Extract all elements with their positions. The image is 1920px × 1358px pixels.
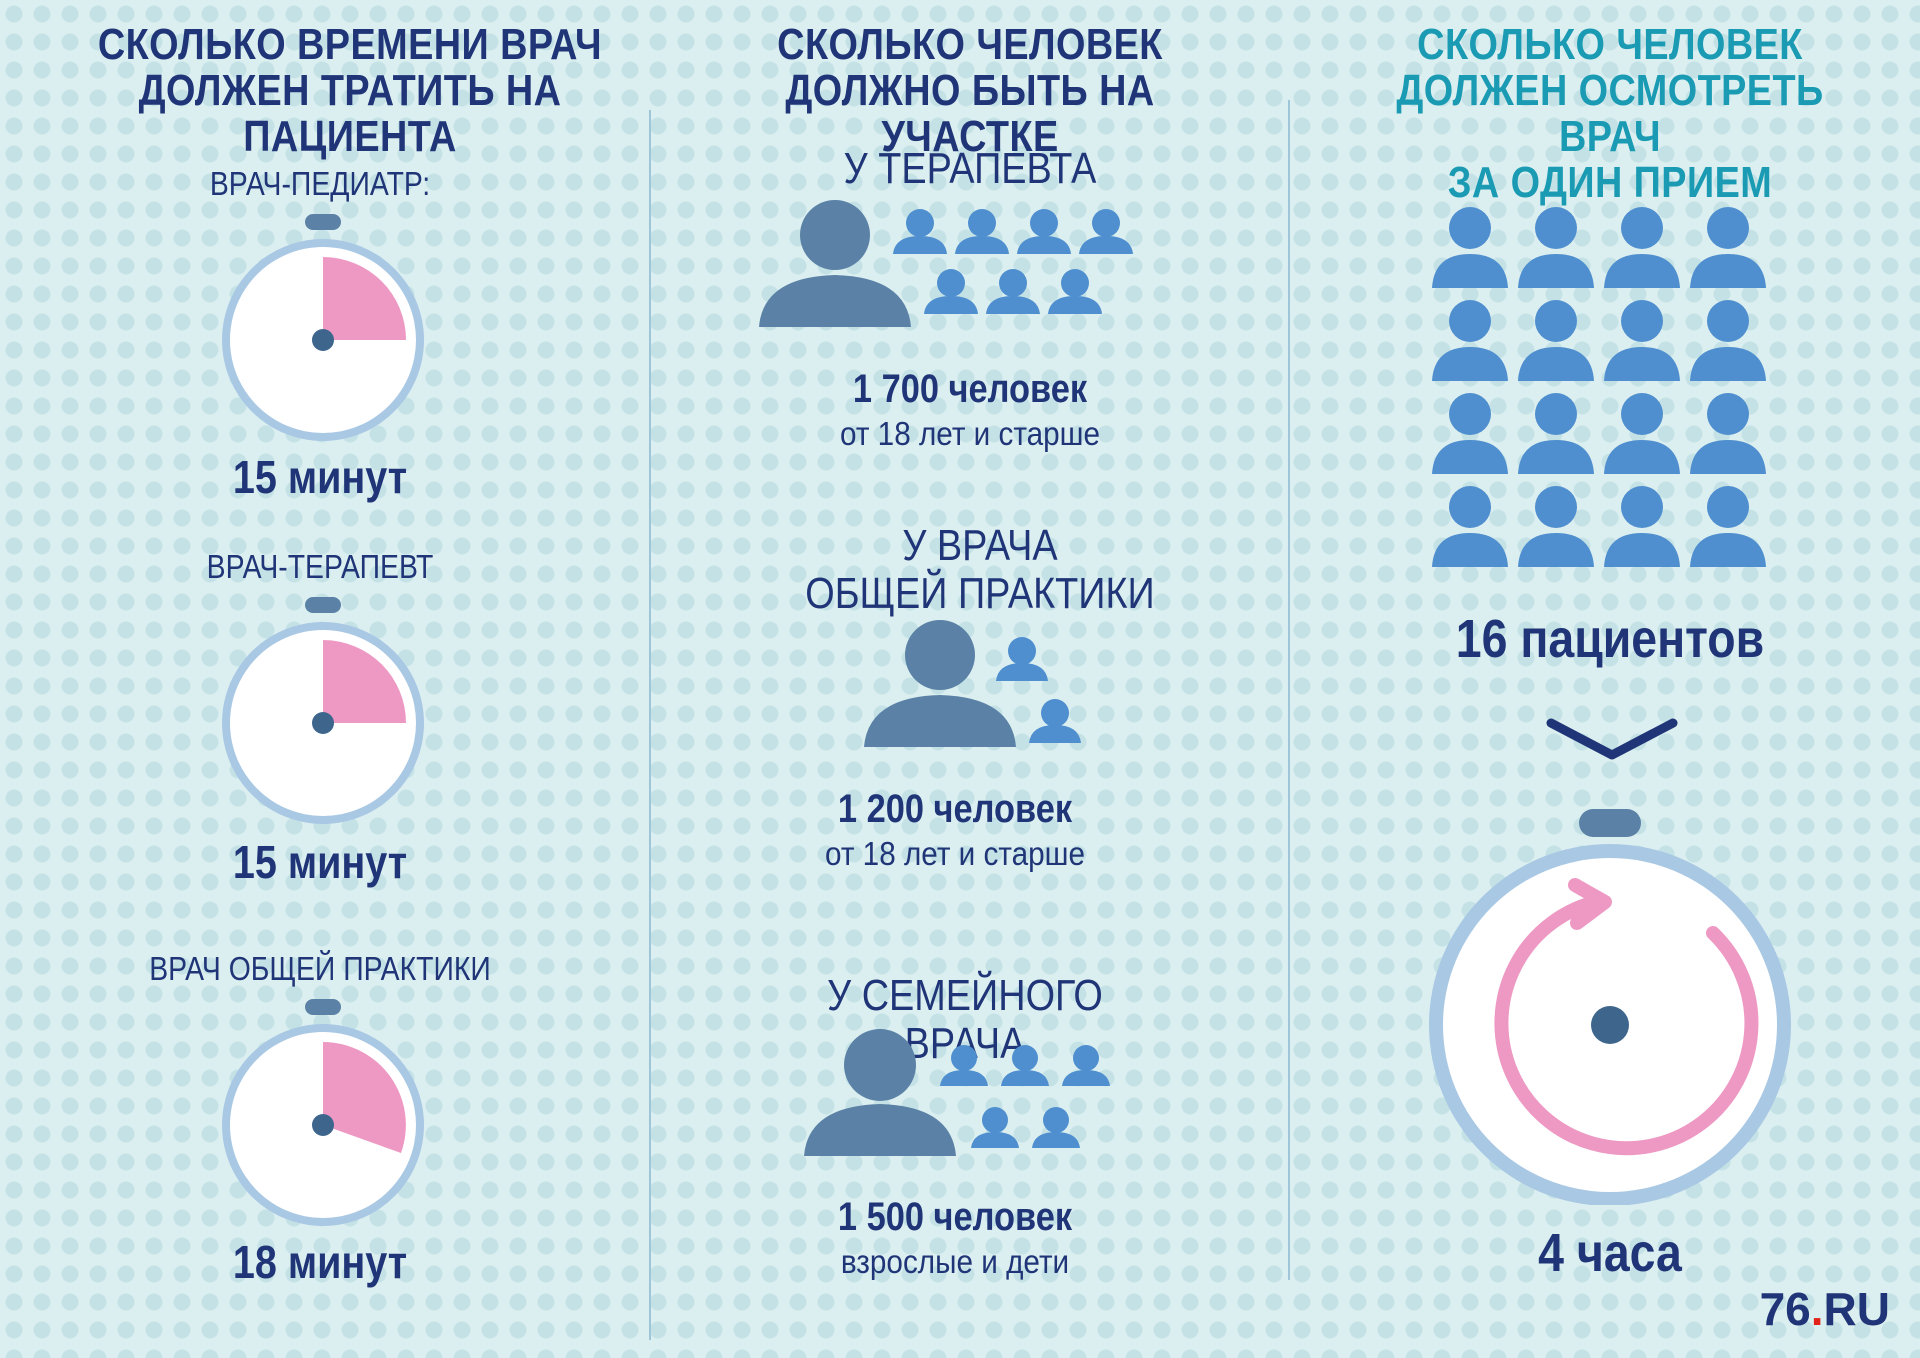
logo-suffix: RU (1823, 1283, 1890, 1335)
patients-grid (1425, 200, 1785, 570)
patient-icon (1690, 486, 1766, 567)
patient-icon (1432, 393, 1508, 474)
group-note-therapist: от 18 лет и старше (839, 415, 1101, 452)
stopwatch-icon (222, 214, 424, 441)
patient-icon (1518, 486, 1594, 567)
reception-title-line3: ЗА ОДИН ПРИЕМ (1447, 158, 1773, 207)
stopwatch-icon (222, 999, 424, 1226)
group-count-family: 1 500 человек (837, 1195, 1073, 1239)
timer-value-therapist: 15 минут (232, 836, 408, 888)
group-count-therapist: 1 700 человек (852, 367, 1088, 411)
group-heading-line: У ТЕРАПЕВТА (843, 144, 1097, 193)
duration-value: 4 часа (1538, 1223, 1682, 1283)
column-divider (649, 110, 651, 1340)
patient-icon (1604, 393, 1680, 474)
patient-icon (1604, 207, 1680, 288)
logo-number: 76 (1759, 1283, 1811, 1335)
patient-icon (1690, 207, 1766, 288)
people-group-icon (759, 200, 1133, 327)
patient-icon (1690, 300, 1766, 381)
group-heading-line: ОБЩЕЙ ПРАКТИКИ (805, 569, 1155, 618)
group-heading-line: У ВРАЧА (902, 521, 1058, 570)
reception-title-line2: ДОЛЖЕН ОСМОТРЕТЬ ВРАЧ (1396, 66, 1824, 161)
reception-column-title: СКОЛЬКО ЧЕЛОВЕК ДОЛЖЕН ОСМОТРЕТЬ ВРАЧ ЗА… (1352, 22, 1868, 206)
chevron-down-icon (1546, 718, 1678, 760)
time-title-line2: ДОЛЖЕН ТРАТИТЬ НА ПАЦИЕНТА (138, 66, 562, 161)
site-logo: 76.RU (1760, 1282, 1890, 1336)
patient-icon (1432, 300, 1508, 381)
time-title-line1: СКОЛЬКО ВРЕМЕНИ ВРАЧ (97, 20, 603, 69)
patient-icon (1432, 207, 1508, 288)
reception-title-line1: СКОЛЬКО ЧЕЛОВЕК (1417, 20, 1803, 69)
timer-label-therapist: ВРАЧ-ТЕРАПЕВТ (206, 548, 434, 585)
patient-icon (1432, 486, 1508, 567)
timer-value-pediatrician: 15 минут (232, 451, 408, 503)
people-group-icon (804, 1029, 1110, 1156)
patient-icon (1604, 486, 1680, 567)
patient-icon (1690, 393, 1766, 474)
column-divider (1288, 100, 1290, 1280)
group-heading-general: У ВРАЧА ОБЩЕЙ ПРАКТИКИ (791, 522, 1169, 618)
patient-icon (1518, 300, 1594, 381)
district-column-title: СКОЛЬКО ЧЕЛОВЕК ДОЛЖНО БЫТЬ НА УЧАСТКЕ (703, 22, 1236, 160)
patient-icon (1518, 207, 1594, 288)
group-note-family: взрослые и дети (840, 1243, 1070, 1280)
district-title-line2: ДОЛЖНО БЫТЬ НА УЧАСТКЕ (785, 66, 1155, 161)
stopwatch-cycle-icon (1429, 809, 1791, 1205)
patient-icon (1604, 300, 1680, 381)
people-group-icon (864, 620, 1081, 747)
group-note-general: от 18 лет и старше (824, 835, 1086, 872)
group-heading-family: У СЕМЕЙНОГО ВРАЧА (772, 972, 1159, 1068)
logo-dot: . (1810, 1283, 1824, 1335)
group-heading-line: У СЕМЕЙНОГО ВРАЧА (827, 971, 1103, 1068)
stopwatch-icon (222, 597, 424, 824)
time-column-title: СКОЛЬКО ВРЕМЕНИ ВРАЧ ДОЛЖЕН ТРАТИТЬ НА П… (83, 22, 616, 160)
timer-label-general: ВРАЧ ОБЩЕЙ ПРАКТИКИ (149, 950, 491, 987)
timer-value-general: 18 минут (232, 1236, 408, 1288)
patient-icon (1518, 393, 1594, 474)
group-heading-therapist: У ТЕРАПЕВТА (789, 145, 1150, 193)
timer-label-pediatrician: ВРАЧ-ПЕДИАТР: (209, 165, 431, 202)
patients-count: 16 пациентов (1455, 609, 1765, 669)
group-count-general: 1 200 человек (837, 787, 1073, 831)
district-title-line1: СКОЛЬКО ЧЕЛОВЕК (777, 20, 1163, 69)
